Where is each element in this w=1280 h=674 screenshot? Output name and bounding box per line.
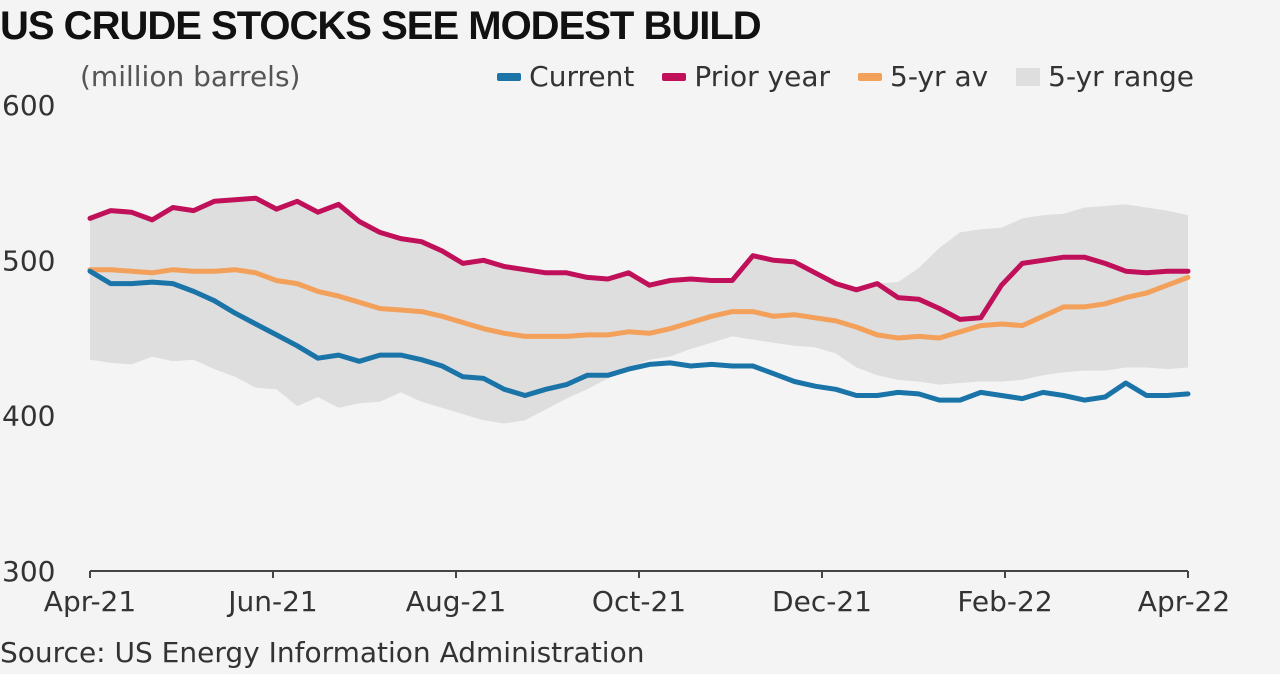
legend-swatch-5yr-av — [858, 72, 883, 81]
y-axis-unit-label: (million barrels) — [80, 60, 301, 93]
source-note: Source: US Energy Information Administra… — [0, 636, 645, 669]
x-tick-label: Oct-21 — [592, 585, 686, 618]
legend-item-5yr-range: 5-yr range — [1016, 60, 1194, 93]
legend: Current Prior year 5-yr av 5-yr range — [497, 60, 1194, 93]
y-tick-label: 300 — [2, 555, 55, 588]
prior-year-line — [87, 195, 1191, 322]
legend-label-prior-year: Prior year — [694, 60, 831, 93]
five-yr-av-line — [87, 267, 1191, 341]
chart-title: US CRUDE STOCKS SEE MODEST BUILD — [0, 4, 762, 48]
legend-swatch-5yr-range — [1016, 67, 1041, 86]
x-tick-label: Jun-21 — [226, 585, 317, 618]
y-tick-label: 600 — [2, 89, 55, 122]
legend-swatch-prior-year — [662, 72, 687, 81]
x-tick-label: Dec-21 — [772, 585, 872, 618]
x-tick-label: Apr-22 — [1138, 585, 1230, 618]
y-tick-label: 400 — [2, 400, 55, 433]
legend-label-5yr-range: 5-yr range — [1048, 60, 1194, 93]
legend-label-5yr-av: 5-yr av — [890, 60, 989, 93]
x-tick-label: Feb-22 — [957, 585, 1052, 618]
legend-item-current: Current — [497, 60, 634, 93]
five-yr-range-band — [90, 198, 1188, 424]
y-tick-label: 500 — [2, 244, 55, 277]
legend-item-prior-year: Prior year — [662, 60, 830, 93]
legend-label-current: Current — [529, 60, 635, 93]
current-line — [87, 268, 1191, 403]
legend-item-5yr-av: 5-yr av — [858, 60, 988, 93]
legend-swatch-current — [497, 72, 522, 81]
x-tick-label: Apr-21 — [44, 585, 136, 618]
x-tick-label: Aug-21 — [406, 585, 506, 618]
